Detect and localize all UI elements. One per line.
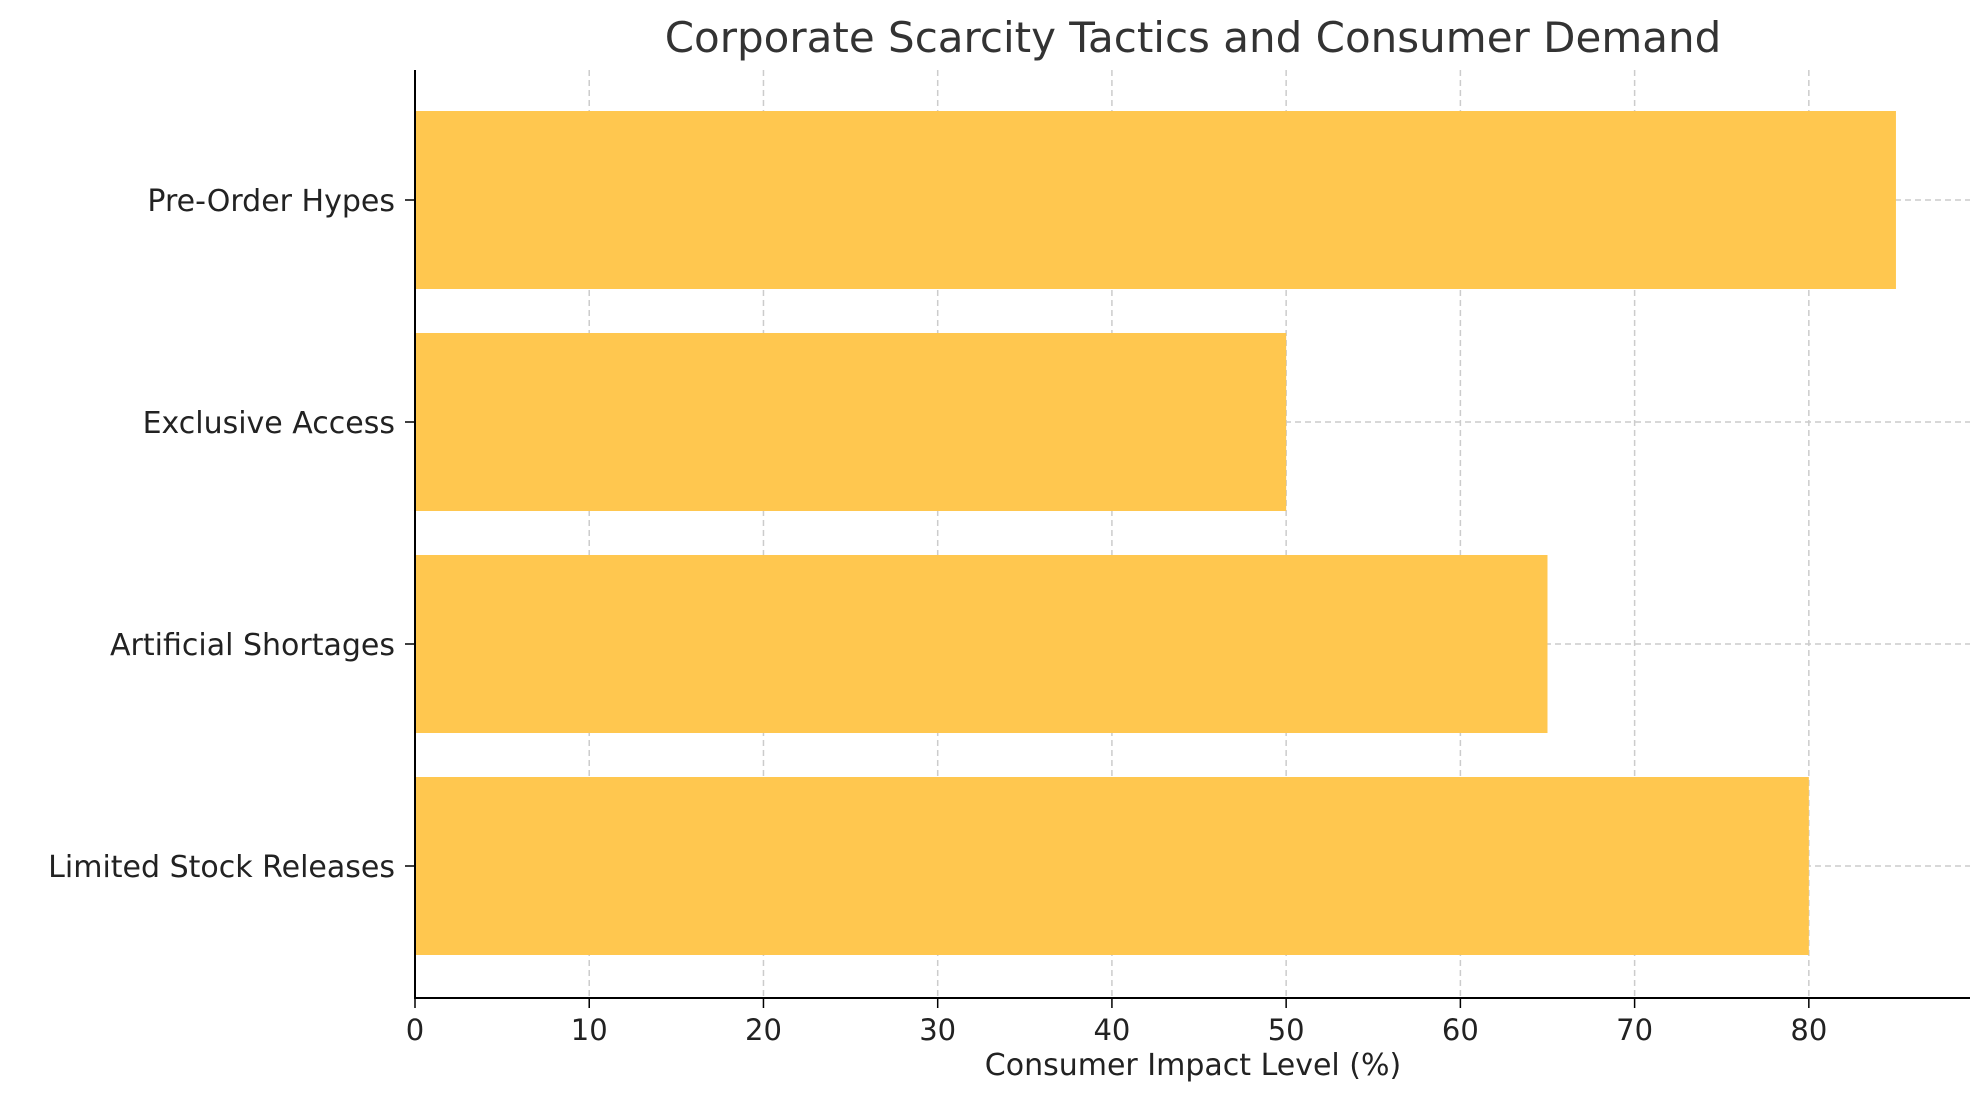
bars-layer: [415, 111, 1896, 955]
bar: [415, 555, 1548, 733]
axes-layer: [414, 70, 1970, 999]
x-tick-label: 80: [1790, 1013, 1827, 1047]
bar: [415, 777, 1809, 955]
x-axis-label: Consumer Impact Level (%): [985, 1048, 1401, 1083]
x-tick-label: 40: [1093, 1013, 1130, 1047]
bar: [415, 333, 1287, 511]
y-tick-label: Pre-Order Hypes: [147, 184, 395, 219]
y-tick-label: Limited Stock Releases: [48, 850, 395, 885]
x-tick-label: 20: [745, 1013, 782, 1047]
x-tick-label: 10: [571, 1013, 608, 1047]
x-tick-label: 0: [406, 1013, 424, 1047]
x-tick-label: 70: [1616, 1013, 1653, 1047]
y-tick-label: Exclusive Access: [143, 406, 395, 441]
x-tick-label: 60: [1442, 1013, 1479, 1047]
bar: [415, 111, 1896, 289]
y-tick-label: Artificial Shortages: [110, 628, 395, 663]
x-tick-label: 30: [919, 1013, 956, 1047]
chart-title: Corporate Scarcity Tactics and Consumer …: [665, 13, 1722, 62]
ticks-layer: 0 10 20 30 40 50 60 70 80 Limited Stock Releases A…: [48, 184, 1827, 1047]
x-tick-label: 50: [1268, 1013, 1305, 1047]
